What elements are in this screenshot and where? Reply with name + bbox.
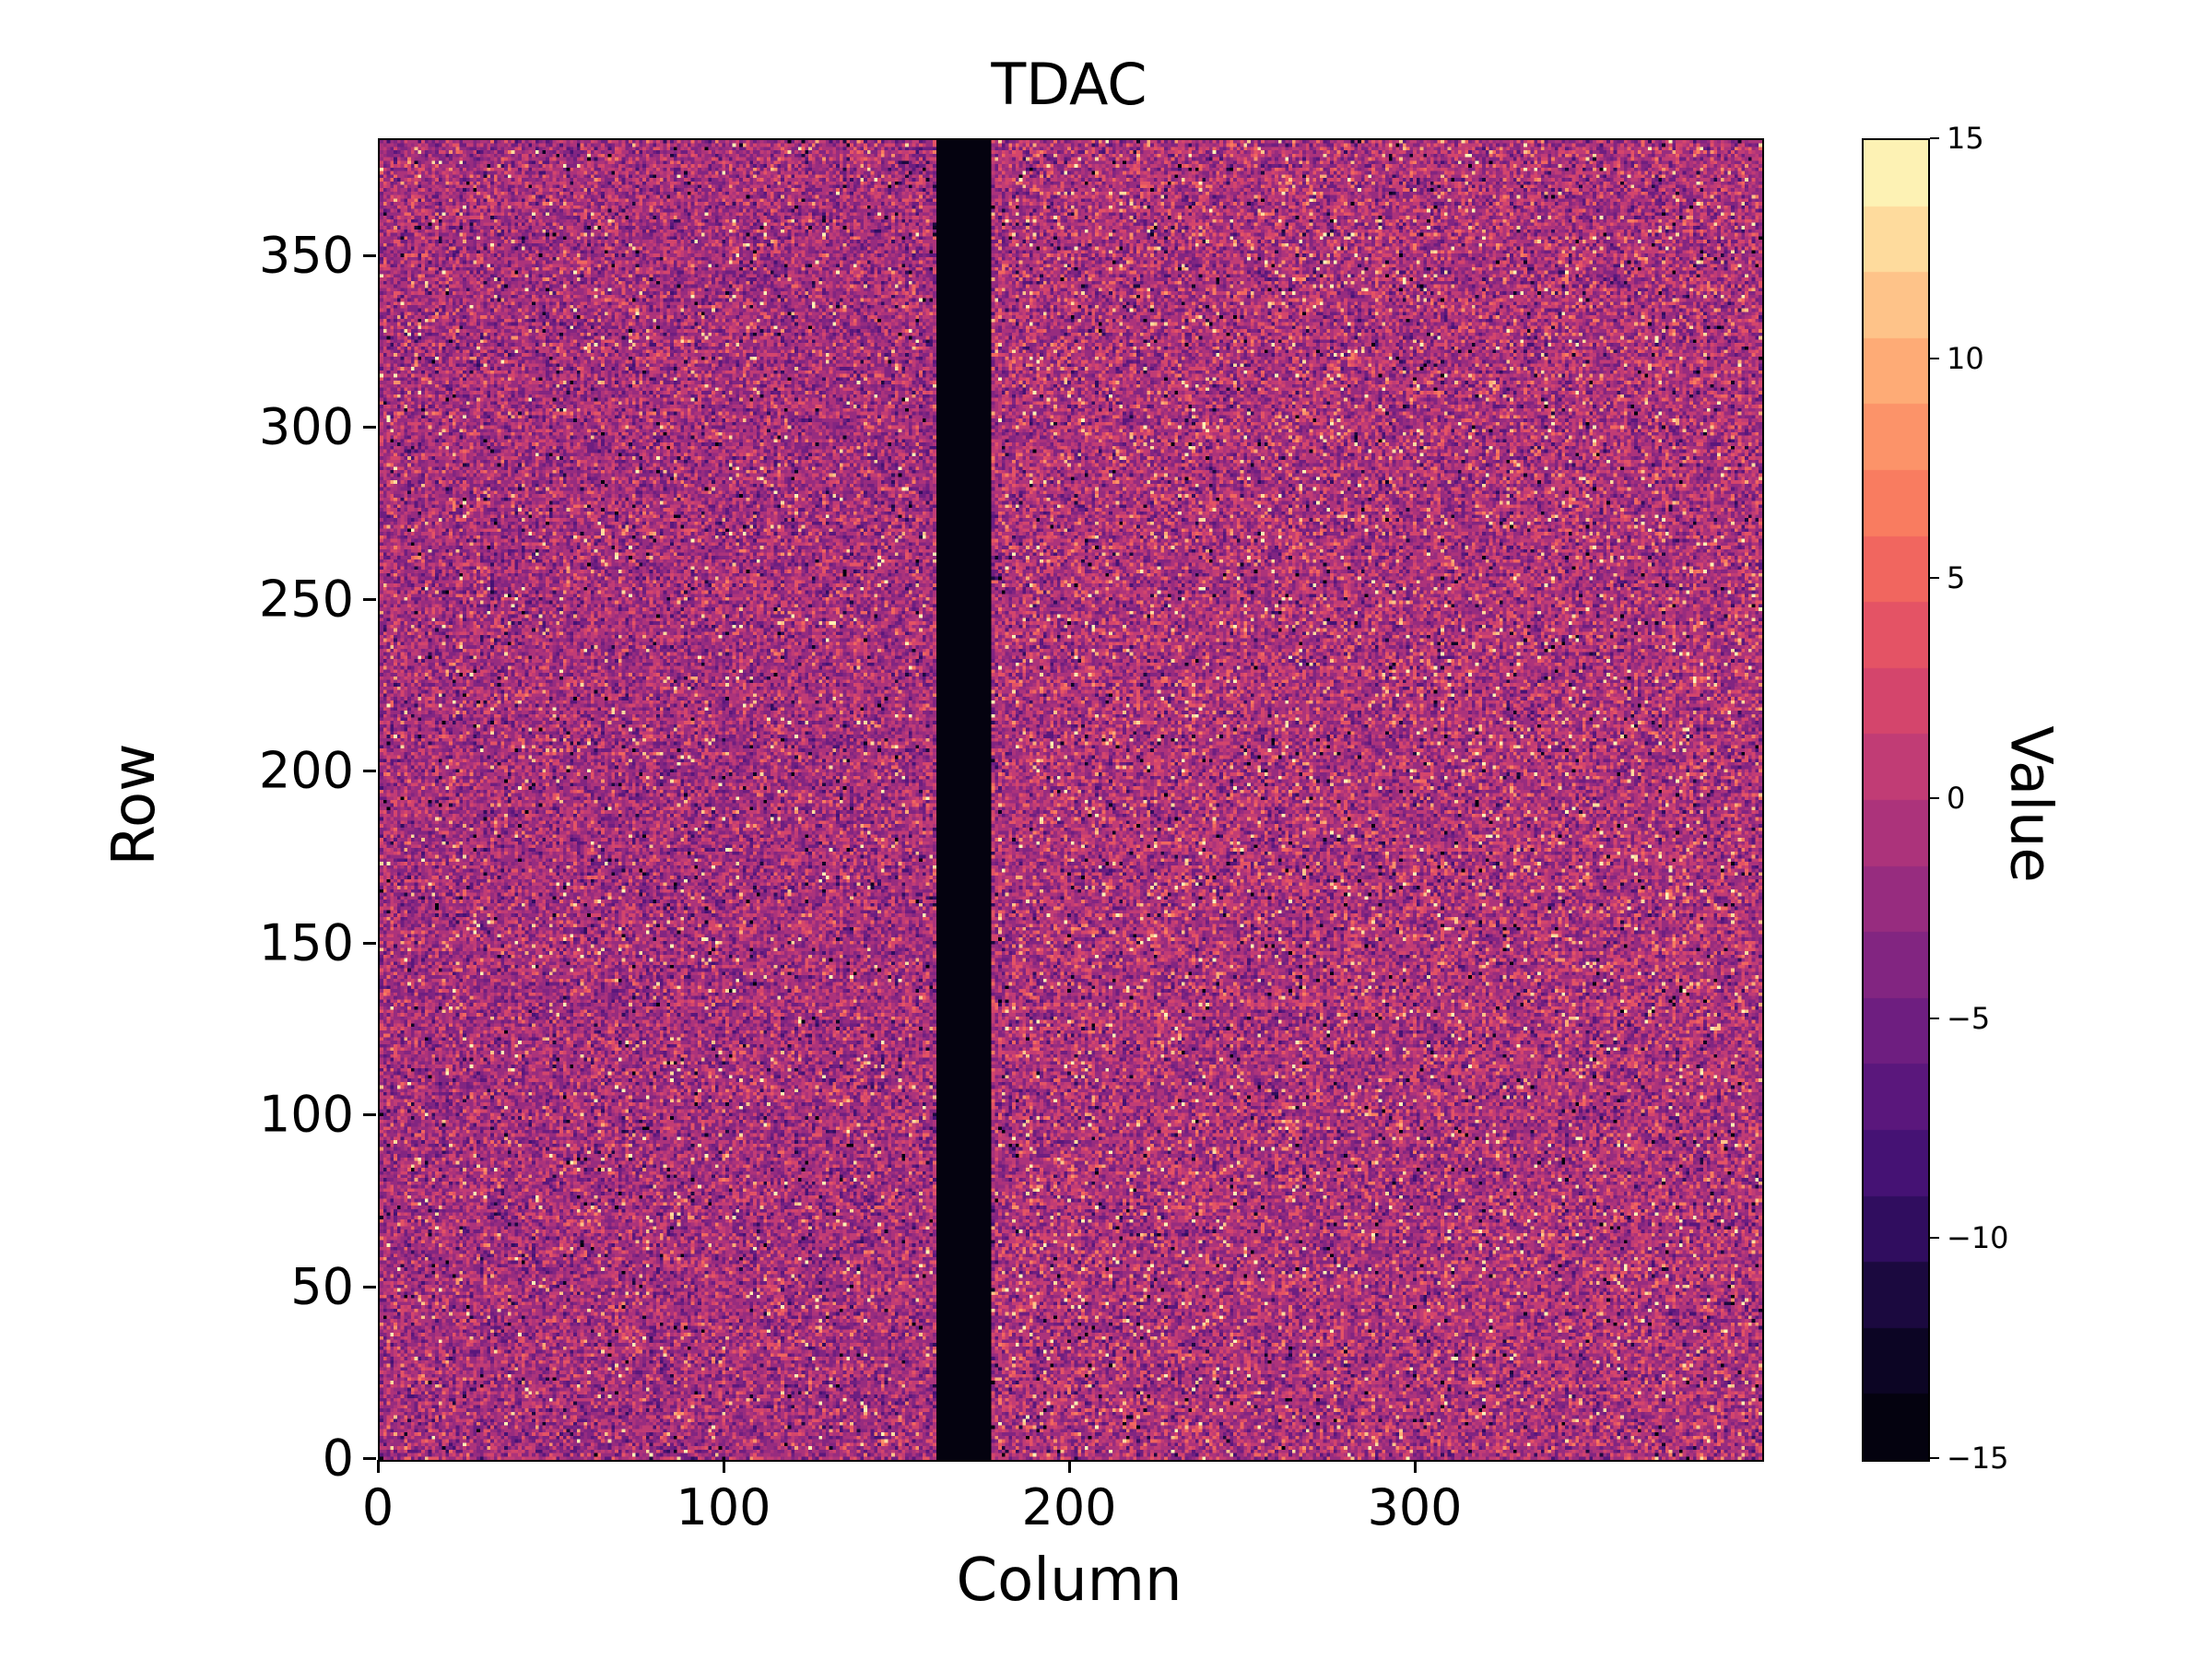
colorbar-tick-label: 0: [1947, 781, 1966, 816]
y-tick-mark: [363, 770, 376, 773]
y-tick-mark: [363, 253, 376, 257]
y-tick-mark: [363, 1285, 376, 1288]
y-tick-label: 0: [322, 1429, 354, 1488]
y-tick-mark: [363, 597, 376, 601]
x-tick-mark: [723, 1460, 725, 1473]
y-tick-mark: [363, 1457, 376, 1460]
x-tick-mark: [1068, 1460, 1071, 1473]
x-axis-label: Column: [956, 1547, 1182, 1615]
x-tick-label: 300: [1367, 1478, 1463, 1536]
x-tick-label: 200: [1021, 1478, 1117, 1536]
colorbar-canvas: [1864, 140, 1928, 1460]
colorbar-tick-mark: [1930, 1017, 1939, 1019]
heatmap-canvas: [380, 140, 1762, 1460]
colorbar-tick-mark: [1930, 1457, 1939, 1459]
y-tick-label: 100: [258, 1085, 354, 1144]
colorbar-tick-mark: [1930, 357, 1939, 359]
colorbar-tick-label: 15: [1947, 121, 1984, 156]
colorbar-label: Value: [1997, 725, 2065, 883]
colorbar-tick-label: −5: [1947, 1000, 1991, 1036]
colorbar: [1862, 138, 1930, 1462]
x-tick-label: 0: [361, 1478, 394, 1536]
x-tick-label: 100: [676, 1478, 771, 1536]
colorbar-tick-mark: [1930, 797, 1939, 799]
colorbar-tick-label: 5: [1947, 560, 1966, 596]
y-tick-label: 250: [258, 570, 354, 629]
y-axis-label: Row: [100, 743, 169, 866]
y-tick-mark: [363, 1113, 376, 1117]
y-tick-label: 300: [258, 397, 354, 456]
colorbar-tick-mark: [1930, 1237, 1939, 1240]
colorbar-tick-mark: [1930, 577, 1939, 580]
y-tick-label: 200: [258, 741, 354, 800]
colorbar-tick-label: −15: [1947, 1441, 2009, 1476]
y-tick-label: 350: [258, 226, 354, 285]
plot-area: [378, 138, 1764, 1462]
colorbar-tick-label: −10: [1947, 1220, 2009, 1256]
chart-title: TDAC: [991, 51, 1147, 118]
colorbar-tick-label: 10: [1947, 340, 1984, 376]
y-tick-label: 150: [258, 913, 354, 972]
y-tick-label: 50: [290, 1257, 354, 1316]
colorbar-tick-mark: [1930, 137, 1939, 139]
y-tick-mark: [363, 426, 376, 429]
y-tick-mark: [363, 941, 376, 945]
x-tick-mark: [1414, 1460, 1417, 1473]
x-tick-mark: [377, 1460, 380, 1473]
